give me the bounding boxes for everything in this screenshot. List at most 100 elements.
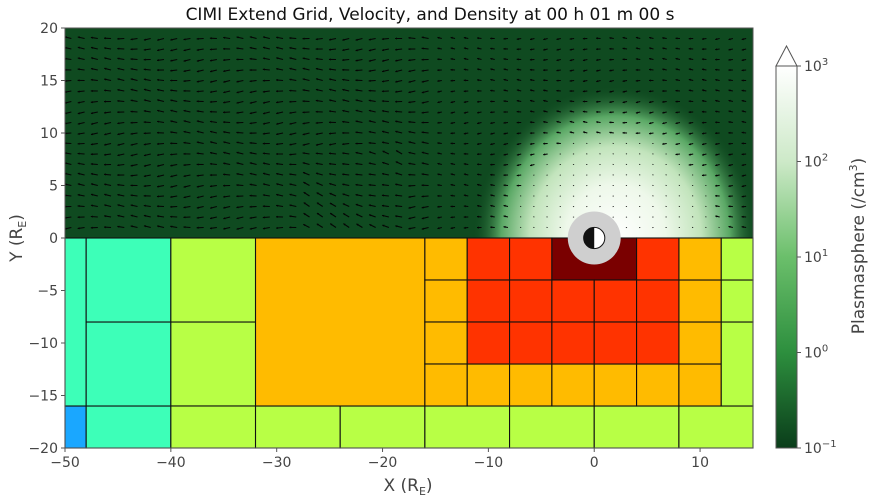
velocity-arrowhead	[715, 78, 718, 82]
grid-cell	[254, 237, 426, 407]
velocity-arrowhead	[223, 47, 226, 51]
velocity-arrowhead	[728, 164, 731, 167]
velocity-arrowhead	[130, 132, 133, 135]
velocity-arrowhead	[728, 38, 731, 41]
velocity-arrowhead	[556, 58, 559, 62]
velocity-arrowhead	[117, 164, 120, 167]
velocity-arrowhead	[130, 48, 133, 51]
velocity-arrowhead	[249, 194, 252, 197]
velocity-arrowhead	[395, 183, 398, 186]
velocity-arrowhead	[236, 172, 239, 176]
velocity-arrowhead	[437, 173, 440, 176]
velocity-arrowhead	[157, 215, 160, 218]
velocity-arrowhead	[596, 69, 599, 72]
velocity-arrowhead	[223, 91, 226, 94]
velocity-arrowhead	[276, 142, 279, 146]
velocity-arrowhead	[622, 36, 625, 40]
velocity-arrowhead	[355, 151, 358, 154]
velocity-arrowhead	[104, 183, 107, 186]
velocity-arrowhead	[303, 182, 306, 185]
velocity-arrowhead	[477, 57, 480, 60]
velocity-arrowhead	[596, 80, 599, 83]
velocity-arrowhead	[368, 183, 371, 187]
velocity-arrowhead	[249, 57, 252, 61]
velocity-arrowhead	[477, 215, 480, 218]
velocity-arrowhead	[157, 153, 160, 157]
grid-cell	[593, 279, 638, 323]
colorbar-tick-label: 102	[804, 153, 828, 171]
velocity-arrowhead	[503, 47, 506, 51]
velocity-arrowhead	[675, 78, 678, 82]
velocity-arrowhead	[262, 162, 266, 165]
velocity-arrowhead	[303, 224, 306, 227]
velocity-arrowhead	[329, 68, 332, 71]
velocity-arrowhead	[104, 153, 107, 156]
velocity-arrowhead	[130, 67, 133, 71]
velocity-arrowhead	[342, 88, 345, 91]
velocity-arrowhead	[395, 120, 398, 123]
velocity-arrowhead	[382, 130, 385, 133]
velocity-arrowhead	[382, 141, 385, 144]
velocity-arrowhead	[569, 120, 572, 123]
velocity-arrowhead	[329, 182, 332, 186]
velocity-arrowhead	[156, 131, 159, 134]
velocity-arrowhead	[421, 121, 424, 124]
velocity-arrowhead	[223, 141, 226, 144]
velocity-arrowhead	[342, 162, 345, 166]
colorbar-tick-label: 103	[804, 57, 828, 75]
velocity-arrowhead	[343, 213, 346, 216]
velocity-arrowhead	[529, 78, 533, 82]
velocity-arrowhead	[490, 143, 493, 146]
velocity-arrowhead	[635, 47, 638, 50]
velocity-arrowhead	[236, 131, 239, 134]
velocity-arrowhead	[622, 79, 625, 83]
velocity-arrowhead	[675, 142, 678, 146]
velocity-arrowhead	[236, 91, 239, 94]
velocity-arrowhead	[596, 90, 599, 93]
velocity-arrowhead	[622, 131, 625, 135]
x-axis-label: X (RE)	[383, 476, 432, 498]
velocity-arrowhead	[262, 90, 265, 93]
velocity-arrowhead	[236, 58, 239, 61]
velocity-arrowhead	[117, 133, 120, 136]
velocity-arrowhead	[741, 58, 744, 62]
velocity-arrowhead	[463, 132, 466, 135]
velocity-arrowhead	[262, 122, 266, 125]
velocity-arrowhead	[688, 78, 691, 81]
velocity-arrowhead	[569, 59, 572, 62]
velocity-arrowhead	[715, 58, 718, 61]
velocity-arrowhead	[302, 143, 305, 146]
velocity-arrowhead	[381, 204, 384, 207]
velocity-arrowhead	[477, 122, 480, 125]
velocity-arrowhead	[342, 38, 345, 41]
velocity-arrowhead	[183, 38, 186, 41]
colorbar: 10−1 100 101 102 103 Plasmasphere (/cm3)	[775, 44, 869, 457]
velocity-arrowhead	[516, 89, 519, 92]
velocity-arrowhead	[289, 183, 292, 186]
velocity-arrowhead	[702, 68, 705, 71]
velocity-arrowhead	[236, 162, 239, 165]
velocity-arrowhead	[421, 101, 424, 104]
velocity-arrowhead	[688, 100, 691, 103]
velocity-arrowhead	[382, 172, 385, 176]
velocity-arrowhead	[196, 206, 199, 209]
velocity-arrowhead	[437, 162, 440, 165]
velocity-arrowhead	[395, 194, 398, 197]
velocity-arrowhead	[249, 122, 252, 125]
velocity-arrowhead	[530, 99, 533, 102]
velocity-arrowhead	[463, 152, 466, 156]
velocity-arrowhead	[143, 132, 146, 135]
velocity-arrowhead	[355, 120, 358, 123]
velocity-arrowhead	[143, 78, 146, 81]
velocity-arrowhead	[289, 89, 292, 92]
velocity-arrowhead	[236, 183, 239, 187]
grid-cell	[636, 237, 680, 281]
x-tick-label: 0	[590, 455, 599, 471]
velocity-arrowhead	[143, 110, 146, 113]
velocity-arrowhead	[609, 131, 612, 134]
velocity-arrowhead	[503, 194, 506, 197]
velocity-arrowhead	[368, 162, 371, 165]
velocity-arrowhead	[635, 121, 638, 125]
velocity-arrowhead	[355, 131, 358, 134]
velocity-arrowhead	[688, 89, 691, 92]
